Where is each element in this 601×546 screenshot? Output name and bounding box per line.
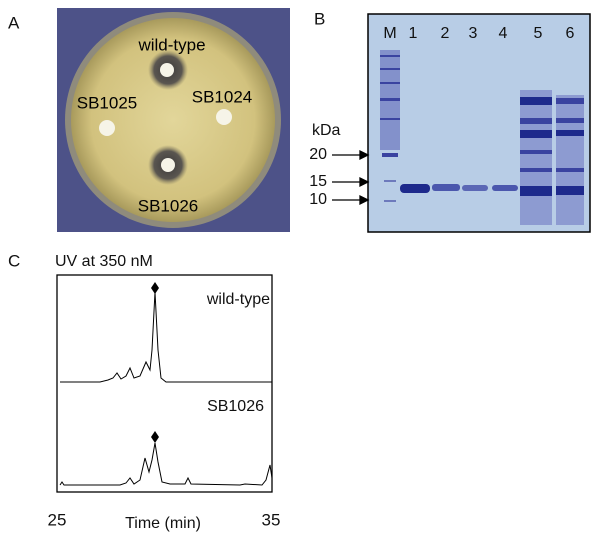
unit-label: kDa <box>312 122 341 139</box>
marker-label: 20 <box>309 146 327 163</box>
panel-label: C <box>8 251 20 270</box>
strain-label: SB1026 <box>138 196 199 215</box>
trace-label: wild-type <box>206 291 270 308</box>
x-tick-label: 35 <box>262 510 281 529</box>
panel-label: A <box>8 13 20 32</box>
strain-label: SB1024 <box>192 87 253 106</box>
peak-marker <box>151 282 159 294</box>
strain-label: SB1025 <box>77 93 138 112</box>
lane-label: 6 <box>566 25 575 42</box>
marker-label: 10 <box>309 191 327 208</box>
chromatogram-title: UV at 350 nM <box>55 253 153 270</box>
disc <box>161 158 175 172</box>
lane-label: 4 <box>499 25 508 42</box>
lane-label: 2 <box>441 25 450 42</box>
x-tick-label: 25 <box>48 510 67 529</box>
lane-label: M <box>383 25 396 42</box>
disc <box>99 120 115 136</box>
gel-bands <box>380 50 584 225</box>
lane-label: 1 <box>409 25 418 42</box>
lane-label: 3 <box>469 25 478 42</box>
peak-marker <box>151 431 159 443</box>
plot-frame <box>56 274 273 493</box>
panel-label: B <box>314 9 325 28</box>
gel <box>367 13 591 233</box>
lane-label: 5 <box>534 25 543 42</box>
traces <box>59 291 273 486</box>
marker-label: 15 <box>309 173 327 190</box>
disc <box>216 109 232 125</box>
strain-label: wild-type <box>137 35 205 54</box>
dish <box>71 18 275 222</box>
disc <box>160 63 174 77</box>
trace-label: SB1026 <box>207 398 264 415</box>
marker-arrows <box>332 149 370 206</box>
x-axis-title: Time (min) <box>125 515 201 532</box>
